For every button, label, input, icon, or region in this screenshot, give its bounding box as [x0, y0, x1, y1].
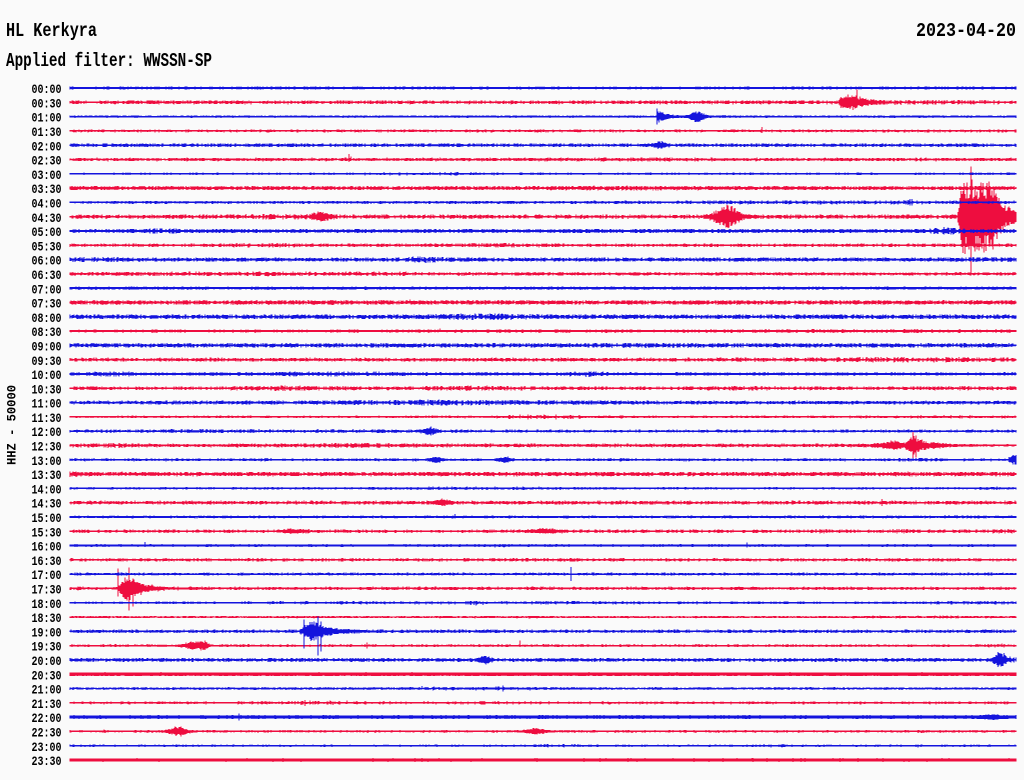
svg-text:23:00: 23:00 [32, 740, 62, 755]
svg-text:HHZ - 50000: HHZ - 50000 [5, 385, 20, 465]
svg-text:03:00: 03:00 [32, 168, 62, 183]
svg-text:07:00: 07:00 [32, 282, 62, 297]
svg-text:19:00: 19:00 [32, 625, 62, 640]
svg-text:02:30: 02:30 [32, 154, 62, 169]
svg-text:18:00: 18:00 [32, 597, 62, 612]
svg-text:12:30: 12:30 [32, 440, 62, 455]
svg-text:10:30: 10:30 [32, 382, 62, 397]
svg-text:09:00: 09:00 [32, 340, 62, 355]
svg-text:23:30: 23:30 [32, 754, 62, 769]
svg-text:19:30: 19:30 [32, 640, 62, 655]
svg-text:13:30: 13:30 [32, 468, 62, 483]
svg-text:08:00: 08:00 [32, 311, 62, 326]
svg-text:22:30: 22:30 [32, 726, 62, 741]
svg-text:01:00: 01:00 [32, 111, 62, 126]
svg-text:21:00: 21:00 [32, 683, 62, 698]
svg-text:21:30: 21:30 [32, 697, 62, 712]
svg-text:20:30: 20:30 [32, 668, 62, 683]
svg-text:16:30: 16:30 [32, 554, 62, 569]
svg-text:07:30: 07:30 [32, 297, 62, 312]
svg-text:14:00: 14:00 [32, 482, 62, 497]
svg-text:00:30: 00:30 [32, 96, 62, 111]
svg-text:05:30: 05:30 [32, 239, 62, 254]
svg-text:HL Kerkyra: HL Kerkyra [6, 20, 97, 42]
svg-text:06:00: 06:00 [32, 254, 62, 269]
svg-text:20:00: 20:00 [32, 654, 62, 669]
svg-text:00:00: 00:00 [32, 82, 62, 97]
svg-text:15:30: 15:30 [32, 525, 62, 540]
svg-text:02:00: 02:00 [32, 139, 62, 154]
svg-text:10:00: 10:00 [32, 368, 62, 383]
svg-text:12:00: 12:00 [32, 425, 62, 440]
svg-text:11:30: 11:30 [32, 411, 62, 426]
svg-text:Applied filter: WWSSN-SP: Applied filter: WWSSN-SP [6, 50, 212, 72]
svg-text:22:00: 22:00 [32, 711, 62, 726]
svg-text:05:00: 05:00 [32, 225, 62, 240]
svg-text:03:30: 03:30 [32, 182, 62, 197]
svg-text:01:30: 01:30 [32, 125, 62, 140]
svg-text:06:30: 06:30 [32, 268, 62, 283]
svg-text:11:00: 11:00 [32, 397, 62, 412]
svg-text:17:00: 17:00 [32, 568, 62, 583]
svg-text:04:30: 04:30 [32, 211, 62, 226]
svg-text:16:00: 16:00 [32, 540, 62, 555]
svg-text:08:30: 08:30 [32, 325, 62, 340]
svg-text:17:30: 17:30 [32, 583, 62, 598]
svg-text:09:30: 09:30 [32, 354, 62, 369]
svg-text:04:00: 04:00 [32, 197, 62, 212]
svg-text:14:30: 14:30 [32, 497, 62, 512]
svg-text:18:30: 18:30 [32, 611, 62, 626]
svg-text:13:00: 13:00 [32, 454, 62, 469]
svg-text:15:00: 15:00 [32, 511, 62, 526]
svg-text:2023-04-20: 2023-04-20 [916, 20, 1016, 42]
